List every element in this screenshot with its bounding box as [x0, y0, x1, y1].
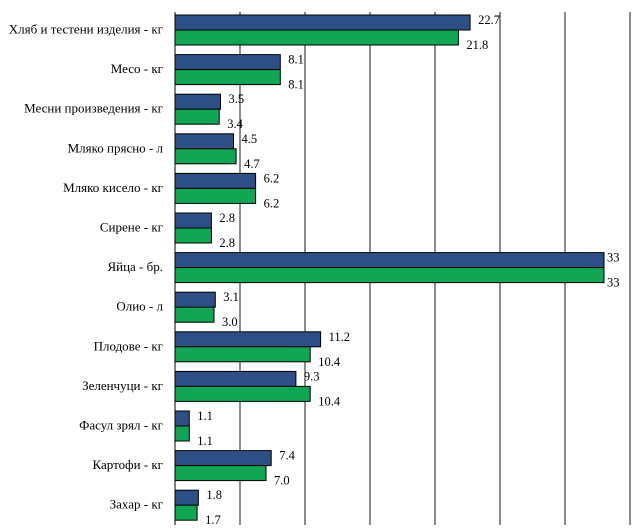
- data-label-series-1: 22.7: [478, 13, 500, 27]
- bar-series-1: [174, 410, 190, 427]
- data-label-series-2: 4.7: [244, 157, 260, 171]
- bar-series-1: [174, 93, 221, 110]
- bar-series-2: [174, 346, 311, 363]
- data-label-series-2: 8.1: [288, 78, 304, 92]
- bar-series-2: [174, 187, 257, 204]
- category-label: Хляб и тестени изделия - кг: [9, 22, 163, 37]
- data-label-series-2: 33: [607, 276, 620, 290]
- bar-series-2: [174, 29, 459, 46]
- category-label: Зеленчуци - кг: [82, 378, 163, 393]
- bar-series-1: [174, 370, 297, 387]
- category-label: Мляко прясно - л: [68, 140, 164, 155]
- data-label-series-1: 4.5: [242, 132, 258, 146]
- category-label: Яйца - бр.: [107, 259, 163, 274]
- data-label-series-1: 33: [607, 251, 620, 265]
- category-label: Картофи - кг: [93, 457, 163, 472]
- bar-series-1: [174, 252, 605, 269]
- bar-series-1: [174, 450, 272, 467]
- bar-series-1: [174, 133, 234, 150]
- data-label-series-2: 3.4: [227, 117, 243, 131]
- data-label-series-2: 1.1: [197, 434, 213, 448]
- bar-series-2: [174, 425, 190, 442]
- bar-series-2: [174, 306, 215, 323]
- bar-series-1: [174, 291, 216, 308]
- data-label-series-1: 8.1: [288, 53, 304, 67]
- bar-series-1: [174, 172, 257, 189]
- category-label: Месни произведения - кг: [24, 101, 163, 116]
- bar-series-2: [174, 148, 237, 165]
- data-label-series-2: 21.8: [466, 38, 488, 52]
- bar-series-2: [174, 227, 212, 244]
- data-label-series-1: 3.1: [223, 290, 239, 304]
- data-label-series-2: 10.4: [318, 355, 341, 369]
- bars: [174, 14, 605, 521]
- data-label-series-1: 1.1: [197, 409, 213, 423]
- data-label-series-2: 10.4: [318, 394, 341, 408]
- bar-series-2: [174, 465, 267, 482]
- data-label-series-2: 2.8: [219, 236, 235, 250]
- bar-series-1: [174, 331, 322, 348]
- data-label-series-1: 11.2: [329, 330, 350, 344]
- data-label-series-1: 2.8: [219, 211, 235, 225]
- bar-series-1: [174, 54, 281, 71]
- bar-series-2: [174, 69, 281, 86]
- category-label: Сирене - кг: [100, 220, 163, 235]
- category-label: Мляко кисело - кг: [63, 180, 163, 195]
- bar-series-1: [174, 14, 471, 31]
- bar-series-1: [174, 489, 199, 506]
- data-label-series-2: 1.7: [205, 513, 221, 527]
- data-label-series-2: 3.0: [222, 315, 238, 329]
- data-label-series-1: 1.8: [206, 488, 222, 502]
- bar-series-2: [174, 108, 220, 125]
- bar-series-2: [174, 267, 605, 284]
- data-label-series-1: 3.5: [229, 92, 245, 106]
- data-label-series-1: 9.3: [304, 369, 320, 383]
- data-label-series-2: 7.0: [274, 474, 290, 488]
- category-label: Захар - кг: [110, 497, 163, 512]
- category-label: Месо - кг: [111, 61, 163, 76]
- bar-series-2: [174, 385, 311, 402]
- category-label: Олио - л: [116, 299, 163, 314]
- data-label-series-1: 6.2: [264, 171, 280, 185]
- labels: Хляб и тестени изделия - кг 22.7 21.8 Месо …: [9, 13, 620, 527]
- bar-series-2: [174, 504, 198, 521]
- data-label-series-2: 6.2: [264, 196, 280, 210]
- category-label: Плодове - кг: [94, 338, 163, 353]
- category-label: Фасул зрял - кг: [79, 418, 163, 433]
- bar-series-1: [174, 212, 212, 229]
- data-label-series-1: 7.4: [279, 449, 295, 463]
